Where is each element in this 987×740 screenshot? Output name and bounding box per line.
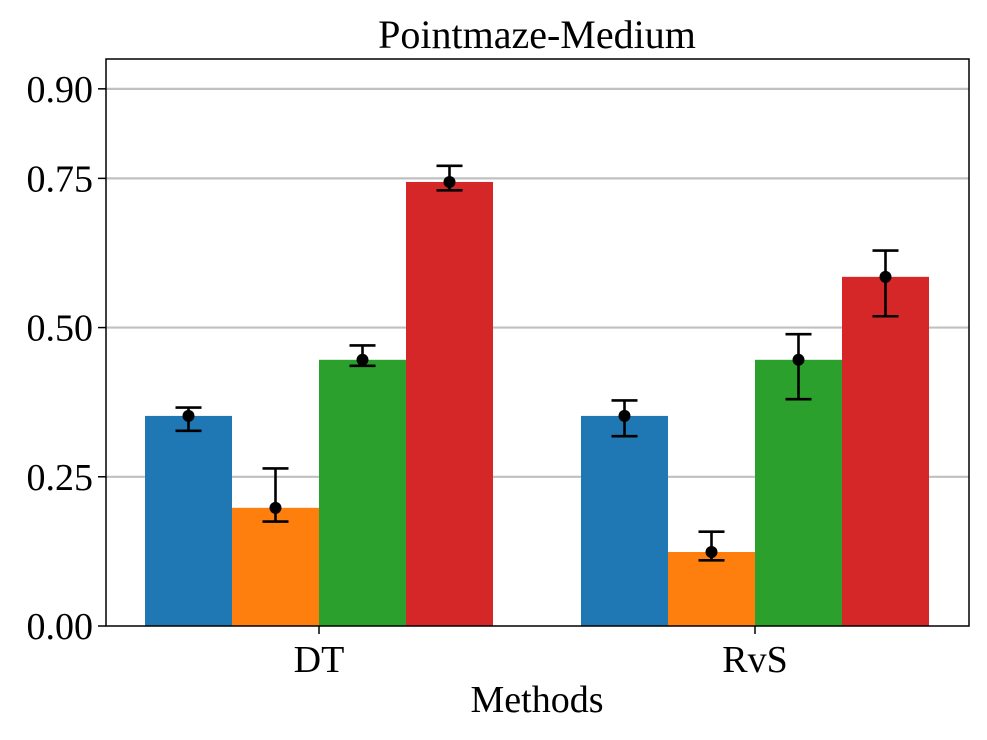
y-axis: 0.00 0.25 0.50 0.75 0.90: [27, 69, 106, 648]
bars: [145, 181, 929, 627]
mean-point: [182, 409, 195, 422]
y-tick-label: 0.90: [27, 69, 94, 111]
bar-dt-series-4: [406, 181, 493, 627]
y-tick-label: 0.25: [27, 457, 94, 499]
bar-rvs-series-1: [581, 415, 668, 626]
bar-dt-series-3: [319, 359, 406, 626]
mean-point: [618, 409, 631, 422]
bar-dt-series-2: [232, 507, 319, 626]
error-bars: [175, 164, 899, 562]
mean-point: [356, 353, 369, 366]
y-tick-label: 0.00: [27, 606, 94, 648]
plot-frame: [105, 58, 970, 627]
mean-point: [269, 501, 282, 514]
x-tick-label: RvS: [722, 639, 787, 681]
x-axis: DT RvS: [294, 626, 788, 681]
bar-dt-series-1: [145, 415, 232, 626]
y-tick-label: 0.75: [27, 158, 94, 200]
y-tick-label: 0.50: [27, 308, 94, 350]
mean-point: [879, 270, 892, 283]
bar-rvs-series-2: [668, 551, 755, 626]
chart-title: Pointmaze-Medium: [378, 12, 696, 57]
mean-point: [705, 545, 718, 558]
x-tick-label: DT: [294, 639, 345, 681]
x-axis-label: Methods: [471, 679, 604, 721]
mean-point: [443, 175, 456, 188]
bar-rvs-series-3: [755, 359, 842, 626]
mean-point: [792, 353, 805, 366]
bar-rvs-series-4: [842, 276, 929, 626]
